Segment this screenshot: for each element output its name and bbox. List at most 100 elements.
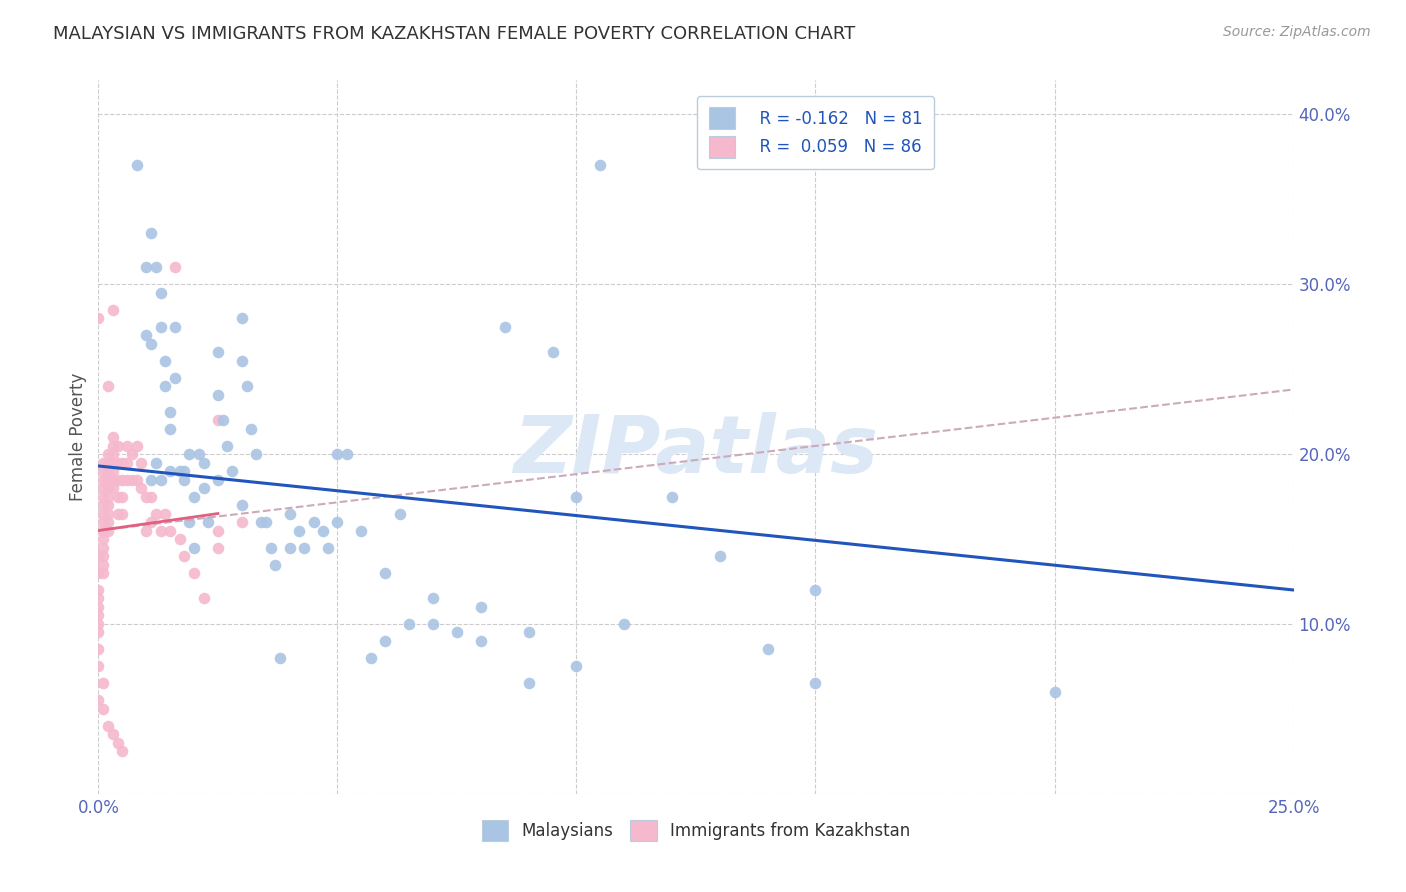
Point (91, 541, 114, 555)
Point (197, 515, 219, 529)
Point (135, 490, 157, 504)
Text: ZIPatlas: ZIPatlas (513, 412, 879, 491)
Point (326, 447, 349, 461)
Point (91, 507, 114, 521)
Point (207, 345, 229, 359)
Point (613, 617, 636, 632)
Legend: Malaysians, Immigrants from Kazakhstan: Malaysians, Immigrants from Kazakhstan (474, 812, 918, 850)
Point (87, 591, 110, 606)
Point (149, 524, 172, 538)
Point (517, 625, 540, 640)
Point (159, 421, 181, 435)
Point (97, 515, 120, 529)
Point (173, 473, 195, 487)
Point (661, 490, 683, 504)
Point (101, 481, 124, 495)
Point (326, 515, 349, 529)
Point (193, 481, 215, 495)
Point (350, 524, 373, 538)
Point (111, 473, 134, 487)
Point (312, 524, 335, 538)
Point (207, 541, 229, 555)
Point (155, 379, 177, 393)
Point (179, 515, 201, 529)
Point (240, 421, 263, 435)
Point (101, 302, 124, 317)
Point (149, 285, 172, 300)
Point (101, 430, 124, 444)
Point (709, 549, 731, 563)
Point (107, 507, 129, 521)
Point (211, 413, 233, 427)
Y-axis label: Female Poverty: Female Poverty (69, 373, 87, 501)
Point (125, 439, 148, 453)
Point (231, 515, 253, 529)
Point (254, 515, 277, 529)
Point (155, 507, 177, 521)
Point (139, 490, 162, 504)
Point (139, 473, 162, 487)
Point (145, 260, 167, 275)
Point (91, 549, 114, 563)
Point (183, 541, 205, 555)
Point (115, 456, 138, 470)
Point (97, 490, 120, 504)
Point (302, 515, 325, 529)
Point (87, 693, 110, 707)
Point (101, 439, 124, 453)
Point (139, 226, 162, 240)
Point (107, 439, 129, 453)
Point (292, 541, 315, 555)
Point (159, 464, 181, 478)
Point (231, 311, 253, 326)
Point (565, 659, 588, 673)
Point (97, 456, 120, 470)
Point (135, 260, 157, 275)
Point (541, 345, 564, 359)
Point (125, 158, 148, 172)
Point (217, 439, 239, 453)
Point (207, 473, 229, 487)
Point (336, 447, 359, 461)
Point (187, 447, 209, 461)
Point (173, 549, 195, 563)
Point (91, 676, 114, 690)
Point (163, 260, 186, 275)
Point (97, 498, 120, 512)
Point (1043, 685, 1066, 699)
Point (101, 456, 124, 470)
Point (135, 524, 157, 538)
Point (139, 515, 162, 529)
Point (145, 456, 167, 470)
Point (87, 617, 110, 632)
Point (231, 498, 253, 512)
Point (91, 558, 114, 572)
Point (163, 319, 186, 334)
Point (87, 582, 110, 597)
Point (288, 524, 311, 538)
Point (259, 541, 281, 555)
Point (121, 447, 143, 461)
Point (91, 456, 114, 470)
Point (91, 515, 114, 529)
Point (87, 549, 110, 563)
Point (269, 651, 291, 665)
Point (149, 319, 172, 334)
Point (804, 676, 827, 690)
Point (91, 702, 114, 716)
Point (517, 676, 540, 690)
Point (87, 311, 110, 326)
Point (470, 634, 492, 648)
Point (589, 158, 612, 172)
Point (145, 507, 167, 521)
Point (149, 473, 172, 487)
Point (193, 456, 215, 470)
Point (97, 379, 120, 393)
Point (316, 541, 339, 555)
Point (446, 625, 468, 640)
Point (565, 490, 588, 504)
Point (107, 456, 129, 470)
Point (159, 404, 181, 418)
Point (231, 353, 253, 368)
Point (169, 464, 191, 478)
